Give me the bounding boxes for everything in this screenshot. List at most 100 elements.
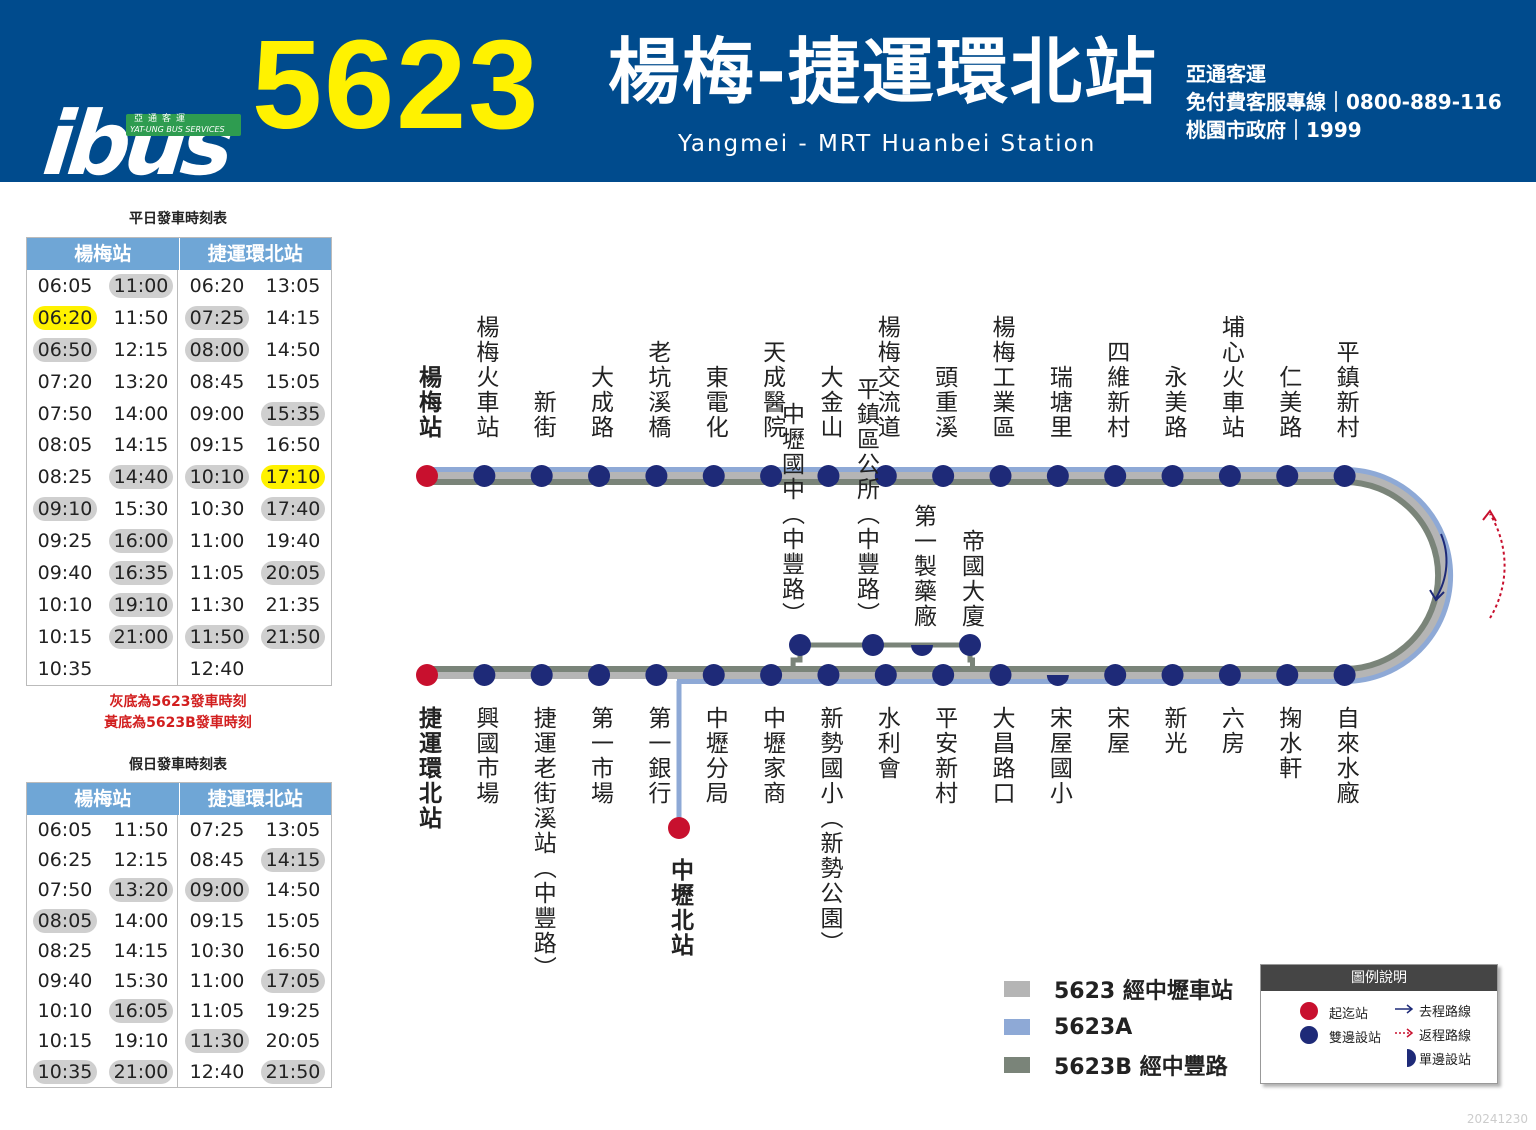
legend-5623b: 5623B 經中豐路	[1004, 1050, 1228, 1080]
timetable-cell: 07:25	[179, 302, 255, 334]
holiday-timetable-header: 楊梅站 捷運環北站	[27, 783, 331, 815]
outbound-arrowhead	[1406, 1004, 1414, 1014]
departure-time: 08:05	[37, 434, 93, 457]
timetable-cell: 15:05	[255, 906, 331, 936]
departure-time: 13:20	[108, 878, 174, 903]
timetable-row: 08:05 14:15 09:15 16:50	[27, 429, 331, 461]
departure-time: 06:05	[37, 274, 93, 297]
departure-time: 21:50	[260, 624, 326, 649]
timetable-cell: 08:25	[27, 936, 103, 966]
departure-time: 06:20	[32, 305, 98, 330]
timetable-cell: 10:35	[27, 653, 103, 685]
timetable-cell: 10:10	[27, 996, 103, 1026]
departure-time: 11:50	[184, 624, 250, 649]
timetable-cell: 11:05	[179, 557, 255, 589]
departure-time: 16:50	[265, 434, 321, 457]
route-line-5623a	[427, 467, 1454, 684]
departure-time: 06:25	[37, 849, 93, 872]
timetable-row: 06:25 12:15 08:45 14:15	[27, 845, 331, 875]
timetable-row: 10:10 16:05 11:05 19:25	[27, 996, 331, 1026]
stop-label: 瑞塘里	[1045, 365, 1072, 440]
departure-time: 16:50	[265, 939, 321, 962]
bus-stop	[1104, 465, 1127, 487]
bus-stop	[702, 664, 725, 686]
timetable-row: 10:35 12:40	[27, 653, 331, 685]
timetable-row: 10:35 21:00 12:40 21:50	[27, 1057, 331, 1087]
departure-time: 09:25	[37, 530, 93, 553]
departure-time: 19:10	[113, 1030, 169, 1053]
timetable-cell: 13:05	[255, 270, 331, 302]
timetable-cell: 12:15	[103, 845, 179, 875]
legend-both-sides-label: 雙邊設站	[1329, 1031, 1382, 1046]
departure-time: 14:50	[265, 338, 321, 361]
holiday-col-yangmei: 楊梅站	[27, 783, 180, 815]
bus-stop	[702, 465, 725, 487]
departure-time: 08:00	[184, 337, 250, 362]
contact-company: 亞通客運	[1186, 62, 1266, 86]
timetable-cell: 15:30	[103, 966, 179, 996]
bus-stop	[1276, 465, 1299, 487]
outbound-arrowhead	[1429, 589, 1445, 602]
stop-label: 仁美路	[1274, 365, 1301, 440]
bus-stop	[817, 465, 840, 487]
ibus-logo: ibus 亞通客運 YAT-UNG BUS SERVICES	[26, 58, 241, 195]
legend-label-5623a: 5623A	[1054, 1014, 1133, 1040]
timetable-row: 08:25 14:40 10:10 17:10	[27, 461, 331, 493]
stop-label: 楊梅工業區	[988, 315, 1014, 440]
departure-time: 07:25	[189, 819, 245, 842]
bus-stop	[1218, 664, 1241, 686]
bus-stop	[588, 664, 611, 686]
timetable-cell: 11:30	[179, 589, 255, 621]
bus-stop	[588, 465, 611, 487]
timetable-cell: 06:05	[27, 815, 103, 845]
weekday-col-huanbei: 捷運環北站	[207, 243, 303, 265]
stop-label: 興國市場	[471, 706, 498, 806]
timetable-cell: 20:05	[255, 557, 331, 589]
terminal-stop	[668, 817, 690, 839]
stop-label-branch: 平鎮區公所（中豐路）	[852, 377, 879, 627]
timetable-row: 10:10 19:10 11:30 21:35	[27, 589, 331, 621]
timetable-cell: 10:10	[27, 589, 103, 621]
timetable-cell: 10:10	[179, 461, 255, 493]
note-yellow: 黃底為5623B發車時刻	[104, 715, 252, 731]
timetable-row: 06:20 11:50 07:25 14:15	[27, 302, 331, 334]
route-line-5623b	[427, 479, 1442, 672]
departure-time: 09:15	[189, 909, 245, 932]
holiday-timetable-title: 假日發車時刻表	[129, 757, 227, 773]
timetable-cell: 12:40	[179, 653, 255, 685]
one-side-stop-icon	[1407, 1049, 1416, 1067]
timetable-cell: 12:40	[179, 1057, 255, 1087]
timetable-row: 06:05 11:00 06:20 13:05	[27, 270, 331, 302]
timetable-cell: 06:50	[27, 334, 103, 366]
legend-swatch-5623a	[1004, 1019, 1030, 1035]
departure-time: 06:05	[37, 819, 93, 842]
contact-hotline: 免付費客服專線｜0800-889-116	[1186, 90, 1502, 114]
timetable-cell: 08:45	[179, 845, 255, 875]
date-code: 20241230	[1466, 1112, 1528, 1126]
legend-label-5623b: 5623B 經中豐路	[1054, 1055, 1228, 1080]
bus-stop	[1218, 465, 1241, 487]
departure-time: 06:20	[189, 274, 245, 297]
timetable-cell: 14:40	[103, 461, 179, 493]
timetable-cell: 08:05	[27, 429, 103, 461]
departure-time: 15:30	[113, 498, 169, 521]
departure-time: 10:30	[189, 939, 245, 962]
legend-terminal-label: 起迄站	[1329, 1007, 1369, 1022]
timetable-cell: 21:00	[103, 621, 179, 653]
one-side-stop	[1046, 675, 1069, 687]
timetable-row: 10:15 19:10 11:30 20:05	[27, 1026, 331, 1056]
departure-time: 10:35	[37, 657, 93, 680]
timetable-cell: 14:00	[103, 398, 179, 430]
bus-stop	[760, 465, 783, 487]
bus-stop	[760, 664, 783, 686]
departure-time: 09:00	[184, 878, 250, 903]
timetable-cell: 13:20	[103, 366, 179, 398]
departure-time: 19:25	[265, 1000, 321, 1023]
timetable-cell: 14:50	[255, 875, 331, 905]
terminal-stop	[416, 664, 438, 686]
stop-label: 大成路	[586, 365, 613, 440]
departure-time: 10:30	[189, 498, 245, 521]
direction-arrows	[1429, 509, 1506, 619]
column-divider	[177, 270, 178, 685]
departure-time: 14:15	[113, 939, 169, 962]
